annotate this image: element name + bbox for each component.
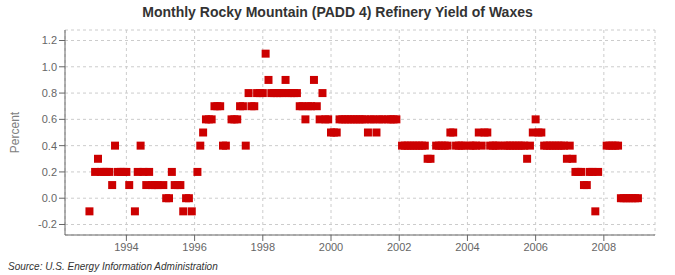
html-text:Monthly Rocky Mountain (PADD 4: Monthly Rocky Mountain (PADD 4) Refinery… <box>142 4 533 20</box>
svg-text:1.0: 1.0 <box>42 61 57 73</box>
svg-text:2002: 2002 <box>387 241 411 253</box>
svg-text:2008: 2008 <box>592 241 616 253</box>
html-text:Source: U.S. Energy Informatio: Source: U.S. Energy Information Administ… <box>8 261 218 272</box>
svg-text:2006: 2006 <box>523 241 547 253</box>
svg-text:1.2: 1.2 <box>42 34 57 46</box>
svg-text:0.6: 0.6 <box>42 113 57 125</box>
svg-text:1998: 1998 <box>251 241 275 253</box>
svg-text:-0.2: -0.2 <box>38 218 57 230</box>
svg-text:0.8: 0.8 <box>42 87 57 99</box>
svg-text:Percent: Percent <box>8 111 22 153</box>
svg-text:2004: 2004 <box>455 241 479 253</box>
svg-text:2000: 2000 <box>319 241 343 253</box>
svg-text:1996: 1996 <box>182 241 206 253</box>
svg-text:0.2: 0.2 <box>42 166 57 178</box>
svg-text:1994: 1994 <box>114 241 138 253</box>
svg-text:0.0: 0.0 <box>42 192 57 204</box>
svg-text:0.4: 0.4 <box>42 140 57 152</box>
